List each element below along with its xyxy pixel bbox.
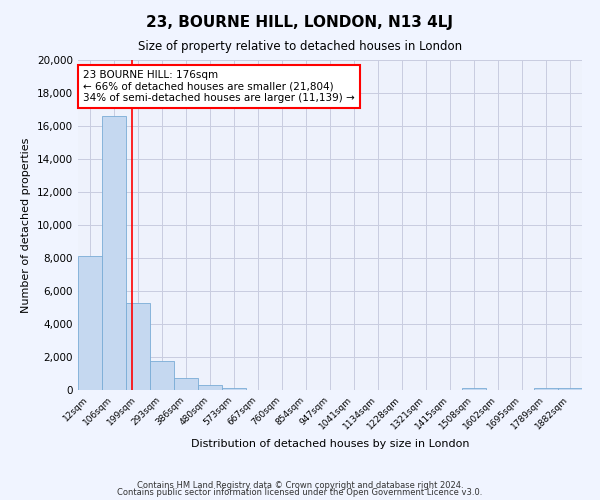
- Bar: [175, 378, 197, 390]
- Text: Contains HM Land Registry data © Crown copyright and database right 2024.: Contains HM Land Registry data © Crown c…: [137, 480, 463, 490]
- Bar: [223, 388, 245, 390]
- Bar: [79, 256, 101, 390]
- Bar: [535, 388, 557, 390]
- Text: Contains public sector information licensed under the Open Government Licence v3: Contains public sector information licen…: [118, 488, 482, 497]
- Bar: [151, 361, 173, 390]
- Bar: [199, 385, 221, 390]
- Bar: [103, 116, 125, 390]
- Bar: [463, 388, 485, 390]
- X-axis label: Distribution of detached houses by size in London: Distribution of detached houses by size …: [191, 440, 469, 450]
- Bar: [127, 302, 149, 390]
- Text: 23 BOURNE HILL: 176sqm
← 66% of detached houses are smaller (21,804)
34% of semi: 23 BOURNE HILL: 176sqm ← 66% of detached…: [83, 70, 355, 103]
- Bar: [559, 388, 581, 390]
- Y-axis label: Number of detached properties: Number of detached properties: [22, 138, 31, 312]
- Text: 23, BOURNE HILL, LONDON, N13 4LJ: 23, BOURNE HILL, LONDON, N13 4LJ: [146, 15, 454, 30]
- Text: Size of property relative to detached houses in London: Size of property relative to detached ho…: [138, 40, 462, 53]
